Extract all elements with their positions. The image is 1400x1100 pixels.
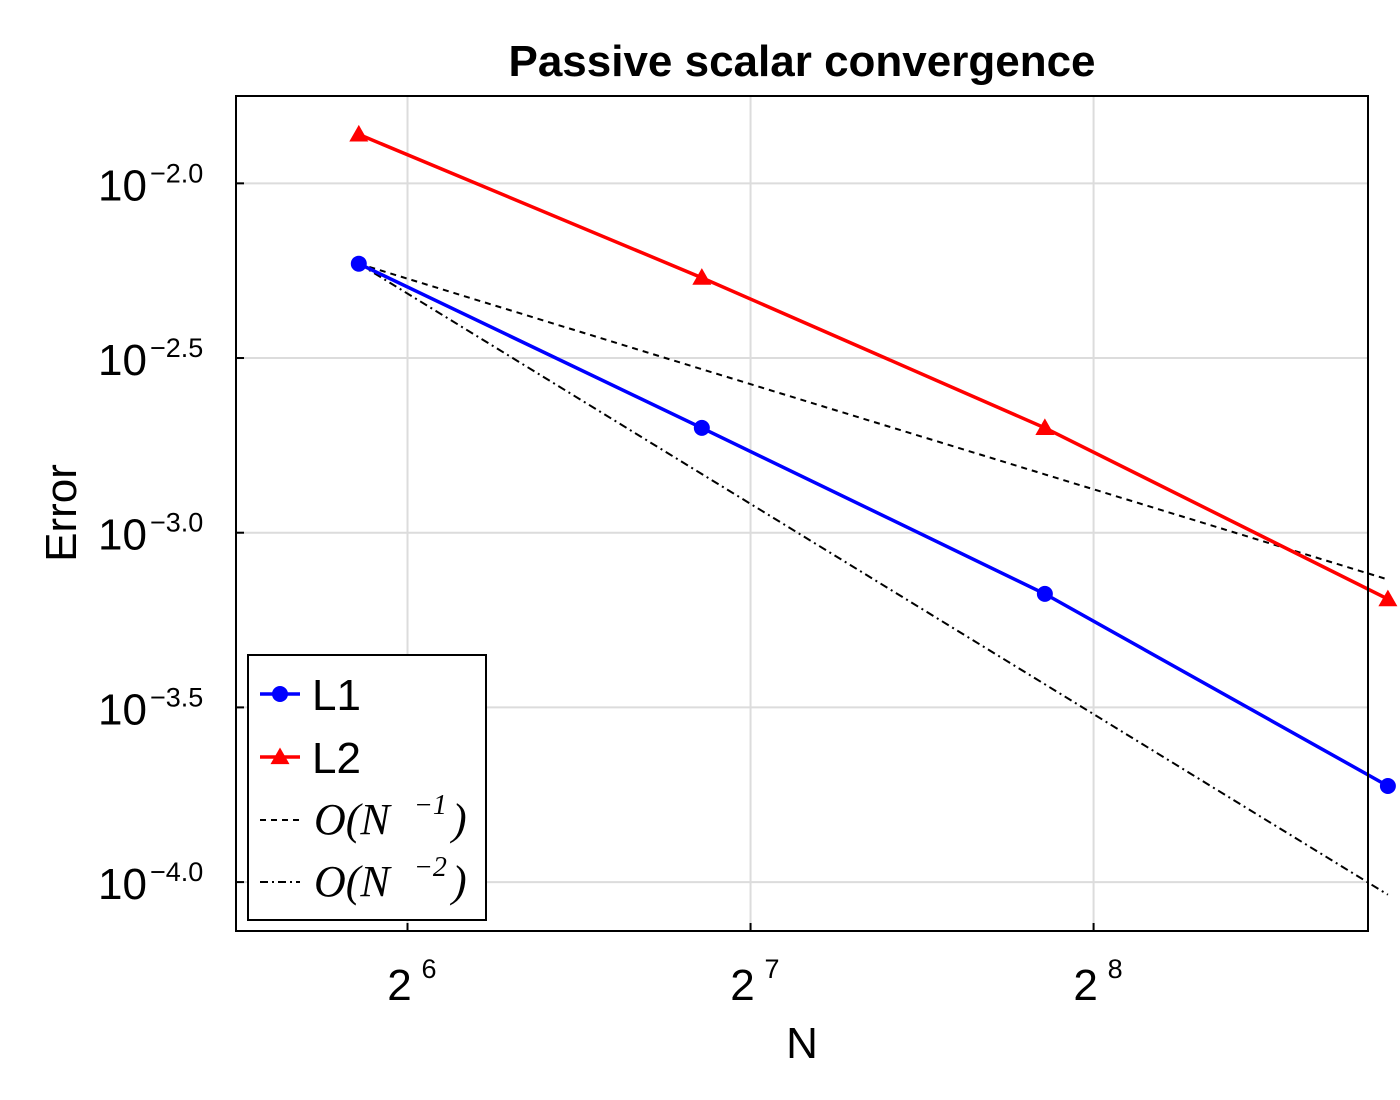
- legend-label: L2: [312, 734, 361, 783]
- y-axis-ticks: 10 −2.010 −2.510 −3.010 −3.510 −4.0: [98, 158, 244, 909]
- legend-label-tail: ): [449, 857, 467, 906]
- x-tick-label: 2: [730, 961, 754, 1010]
- legend-label-exponent: −2: [414, 852, 447, 883]
- y-tick-label: 10: [98, 860, 147, 909]
- y-tick-exponent: −2.5: [150, 333, 203, 363]
- legend-marker: [270, 747, 290, 765]
- legend-label-tail: ): [449, 795, 467, 844]
- y-axis-title: Error: [37, 464, 86, 562]
- x-axis-title: N: [786, 1019, 818, 1068]
- series: [349, 124, 1398, 896]
- x-tick-label: 2: [387, 961, 411, 1010]
- series-line-l2: [358, 132, 1389, 601]
- y-tick-label: 10: [98, 336, 147, 385]
- chart-title: Passive scalar convergence: [508, 37, 1095, 86]
- point-l2: [349, 124, 369, 142]
- legend-box: [247, 654, 487, 921]
- x-tick-exponent: 7: [765, 954, 780, 984]
- x-tick-exponent: 6: [422, 954, 437, 984]
- y-tick-exponent: −2.0: [150, 158, 203, 188]
- legend-marker: [272, 686, 288, 702]
- y-tick-label: 10: [98, 161, 147, 210]
- point-l2: [1378, 589, 1398, 607]
- series-line-o-n-2-: [358, 262, 1389, 896]
- legend-label-exponent: −1: [414, 790, 447, 821]
- point-l2: [1035, 418, 1055, 436]
- series-line-l1: [358, 262, 1389, 788]
- point-l1: [1036, 585, 1053, 602]
- point-l1: [693, 419, 710, 436]
- legend-label: L1: [312, 671, 361, 720]
- point-l1: [350, 255, 367, 272]
- series-line-o-n-1-: [358, 262, 1389, 581]
- point-l1: [1379, 778, 1396, 795]
- y-tick-exponent: −3.0: [150, 508, 203, 538]
- legend-label: O(N: [314, 857, 392, 906]
- point-l2: [692, 268, 712, 285]
- x-tick-exponent: 8: [1108, 954, 1123, 984]
- y-tick-exponent: −4.0: [150, 857, 203, 887]
- legend: L1 L2 O(N −1) O(N −2): [247, 654, 487, 921]
- legend-label: O(N: [314, 795, 392, 844]
- y-tick-label: 10: [98, 511, 147, 560]
- x-tick-label: 2: [1073, 961, 1097, 1010]
- plot-frame: [235, 95, 1369, 932]
- y-tick-label: 10: [98, 685, 147, 734]
- y-tick-exponent: −3.5: [150, 682, 203, 712]
